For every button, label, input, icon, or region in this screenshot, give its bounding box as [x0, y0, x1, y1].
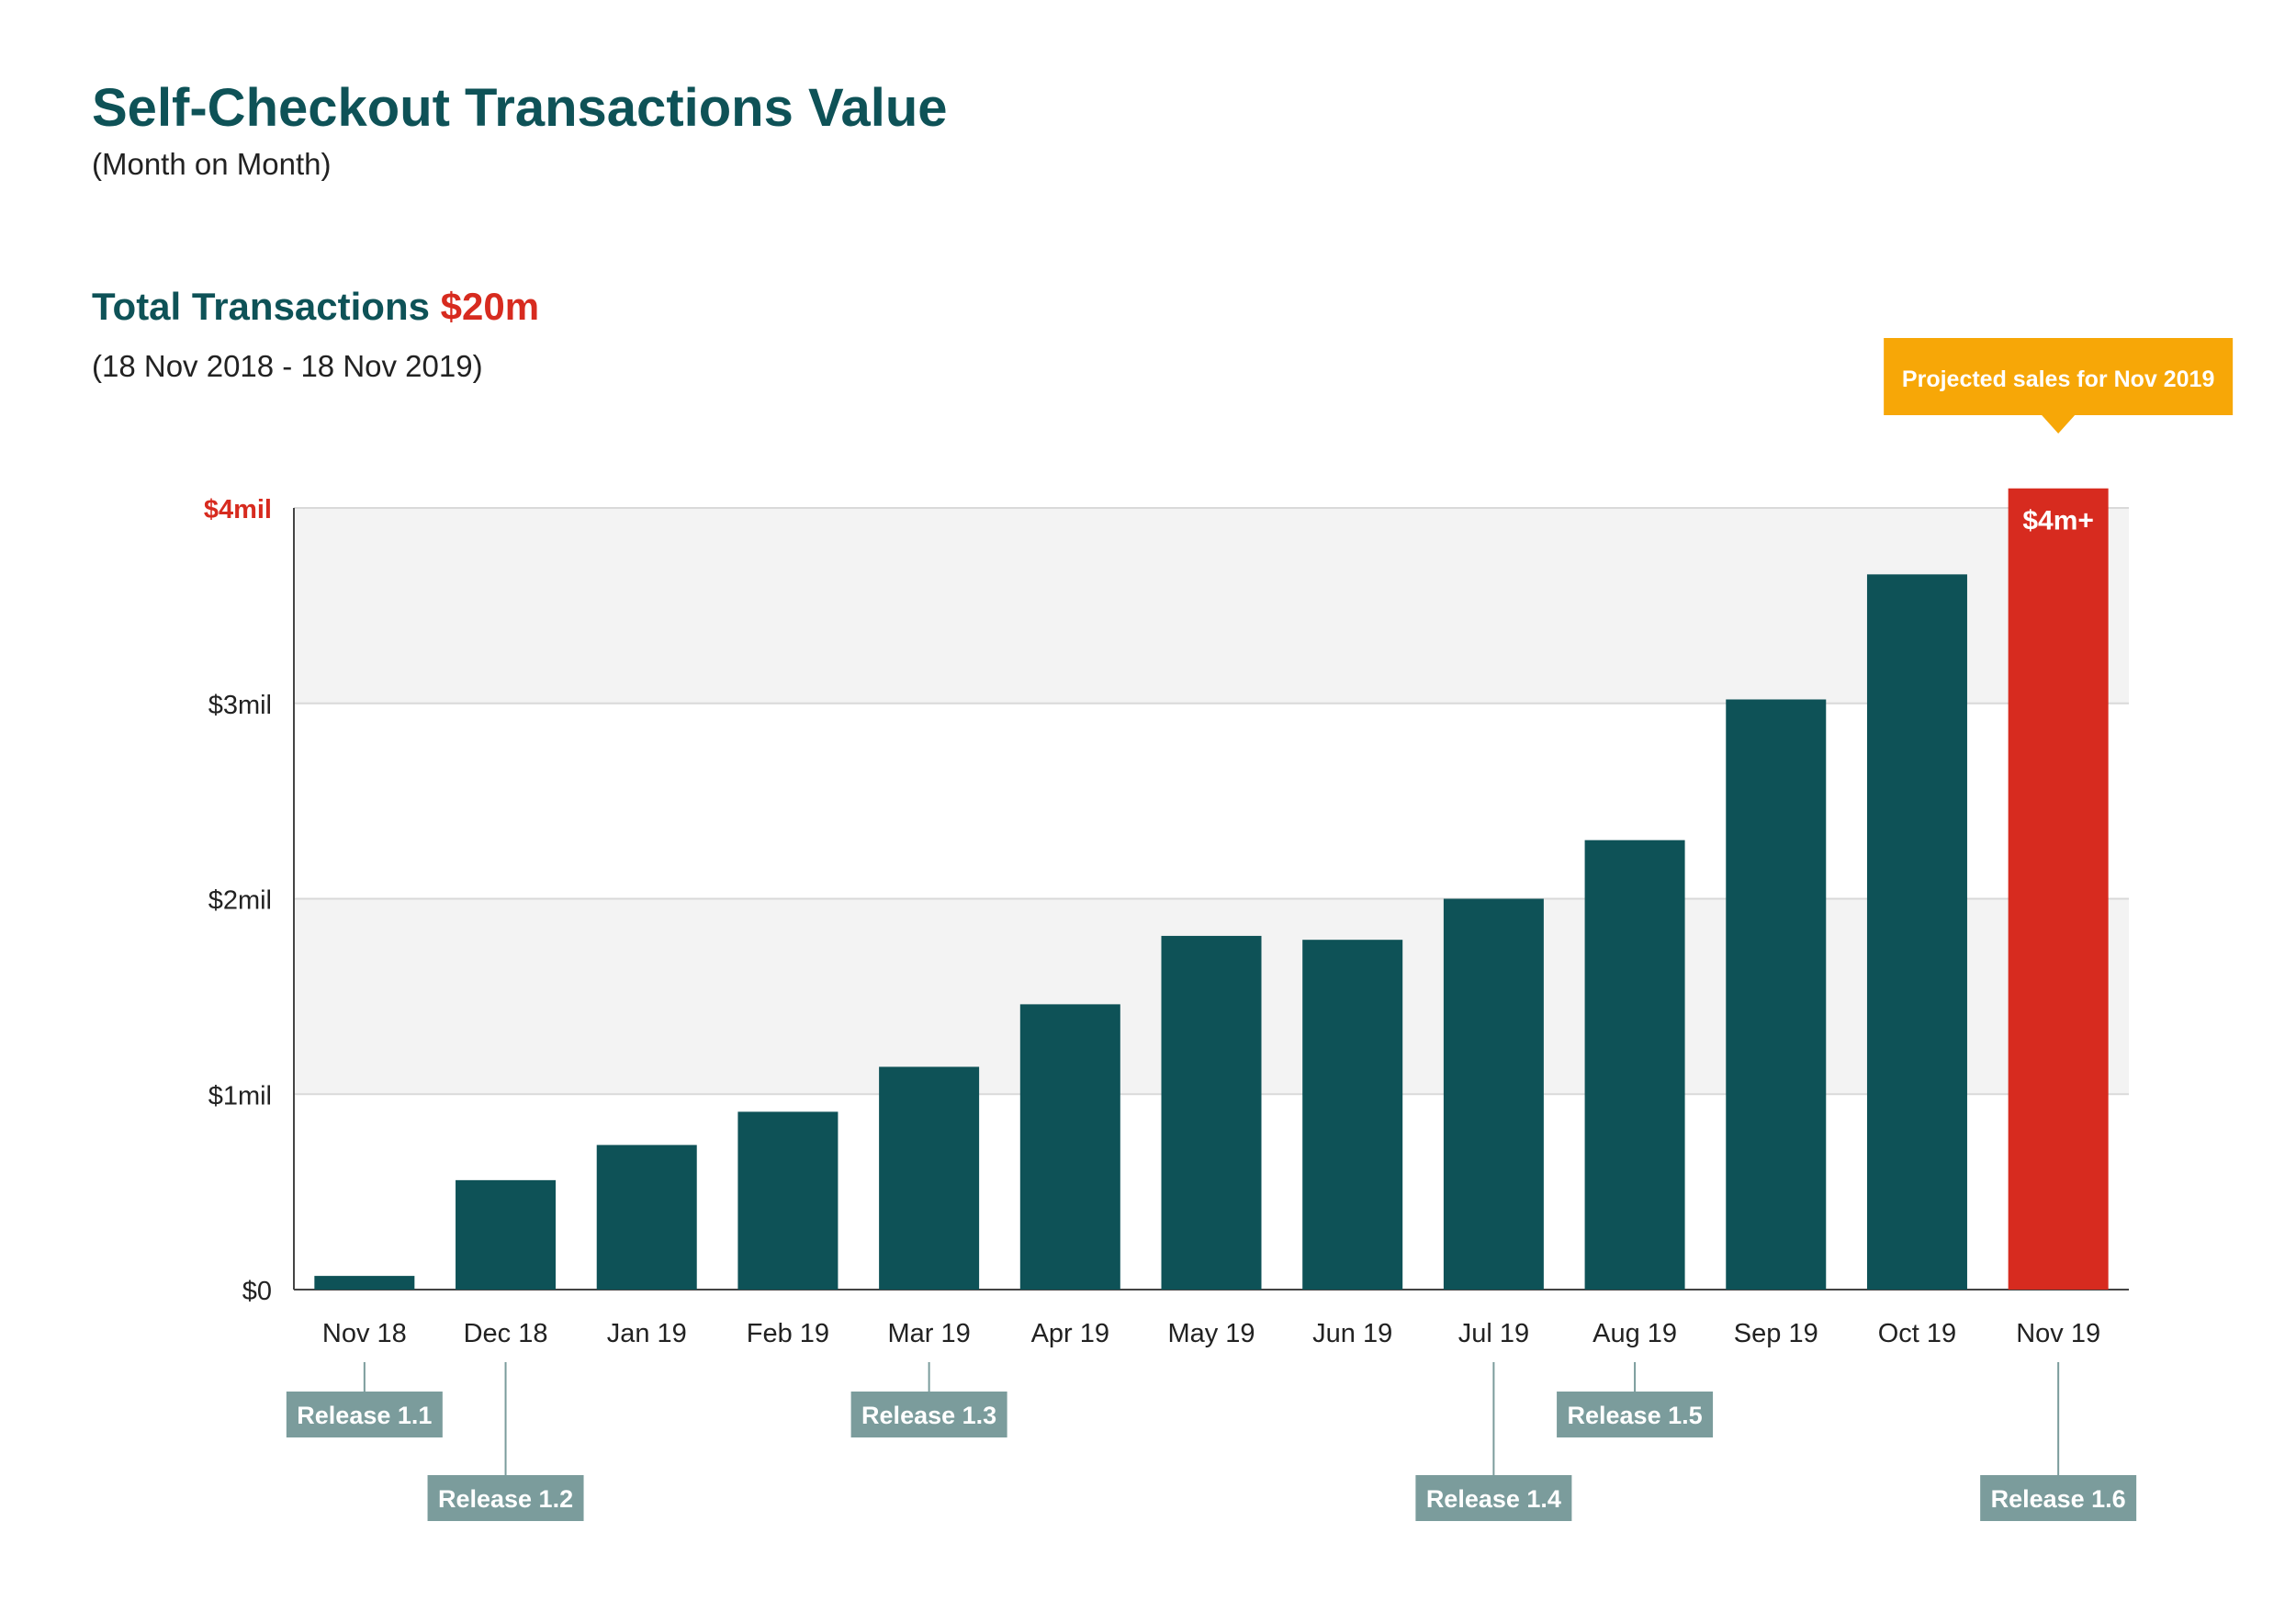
bar	[1302, 940, 1403, 1290]
release-label: Release 1.6	[1991, 1485, 2126, 1513]
bar	[314, 1276, 415, 1290]
total-label: Total Transactions	[92, 285, 430, 328]
release-tag	[427, 1475, 584, 1521]
date-range: (18 Nov 2018 - 18 Nov 2019)	[92, 349, 483, 383]
bar	[596, 1144, 697, 1290]
release-label: Release 1.4	[1426, 1485, 1561, 1513]
plot-band	[294, 508, 2129, 704]
bar	[1866, 574, 1967, 1290]
release-label: Release 1.1	[297, 1402, 432, 1429]
release-tag	[1557, 1392, 1714, 1437]
release-label: Release 1.5	[1568, 1402, 1703, 1429]
x-tick-label: Jul 19	[1458, 1319, 1529, 1348]
y-tick-label: $0	[242, 1277, 272, 1306]
release-tag	[1415, 1475, 1572, 1521]
y-tick-label: $4mil	[204, 495, 272, 524]
release-tag	[1980, 1475, 2137, 1521]
x-tick-label: Aug 19	[1593, 1319, 1677, 1348]
x-tick-label: Mar 19	[887, 1319, 970, 1348]
bar	[1584, 840, 1685, 1290]
x-tick-label: Nov 19	[2016, 1319, 2100, 1348]
callout-pointer	[2042, 415, 2076, 434]
bar	[1161, 935, 1262, 1290]
bar	[456, 1179, 557, 1290]
x-tick-label: Apr 19	[1031, 1319, 1109, 1348]
bar-projected	[2008, 488, 2109, 1290]
total-transactions: Total Transactions $20m	[92, 285, 539, 329]
total-value: $20m	[440, 285, 540, 328]
x-tick-label: Dec 18	[464, 1319, 548, 1348]
y-tick-label: $3mil	[208, 691, 272, 720]
x-tick-label: Nov 18	[322, 1319, 407, 1348]
chart-subtitle: (Month on Month)	[92, 147, 332, 181]
y-tick-label: $2mil	[208, 886, 272, 916]
bar	[1443, 898, 1544, 1290]
bar	[879, 1066, 980, 1290]
callout-text: Projected sales for Nov 2019	[1902, 366, 2214, 392]
release-tag	[850, 1392, 1007, 1437]
bar-data-label: $4m+	[2022, 506, 2094, 536]
chart-title: Self-Checkout Transactions Value	[92, 78, 948, 138]
x-tick-label: Jan 19	[607, 1319, 687, 1348]
release-tag	[286, 1392, 443, 1437]
x-tick-label: May 19	[1167, 1319, 1255, 1348]
bar	[1019, 1004, 1120, 1290]
x-tick-label: Feb 19	[747, 1319, 829, 1348]
callout-box	[1884, 338, 2234, 415]
x-tick-label: Oct 19	[1878, 1319, 1956, 1348]
y-tick-label: $1mil	[208, 1081, 272, 1110]
x-tick-label: Sep 19	[1734, 1319, 1818, 1348]
release-label: Release 1.2	[438, 1485, 573, 1513]
x-tick-label: Jun 19	[1312, 1319, 1392, 1348]
bar	[1726, 699, 1827, 1290]
release-label: Release 1.3	[861, 1402, 996, 1429]
bar	[737, 1111, 838, 1290]
